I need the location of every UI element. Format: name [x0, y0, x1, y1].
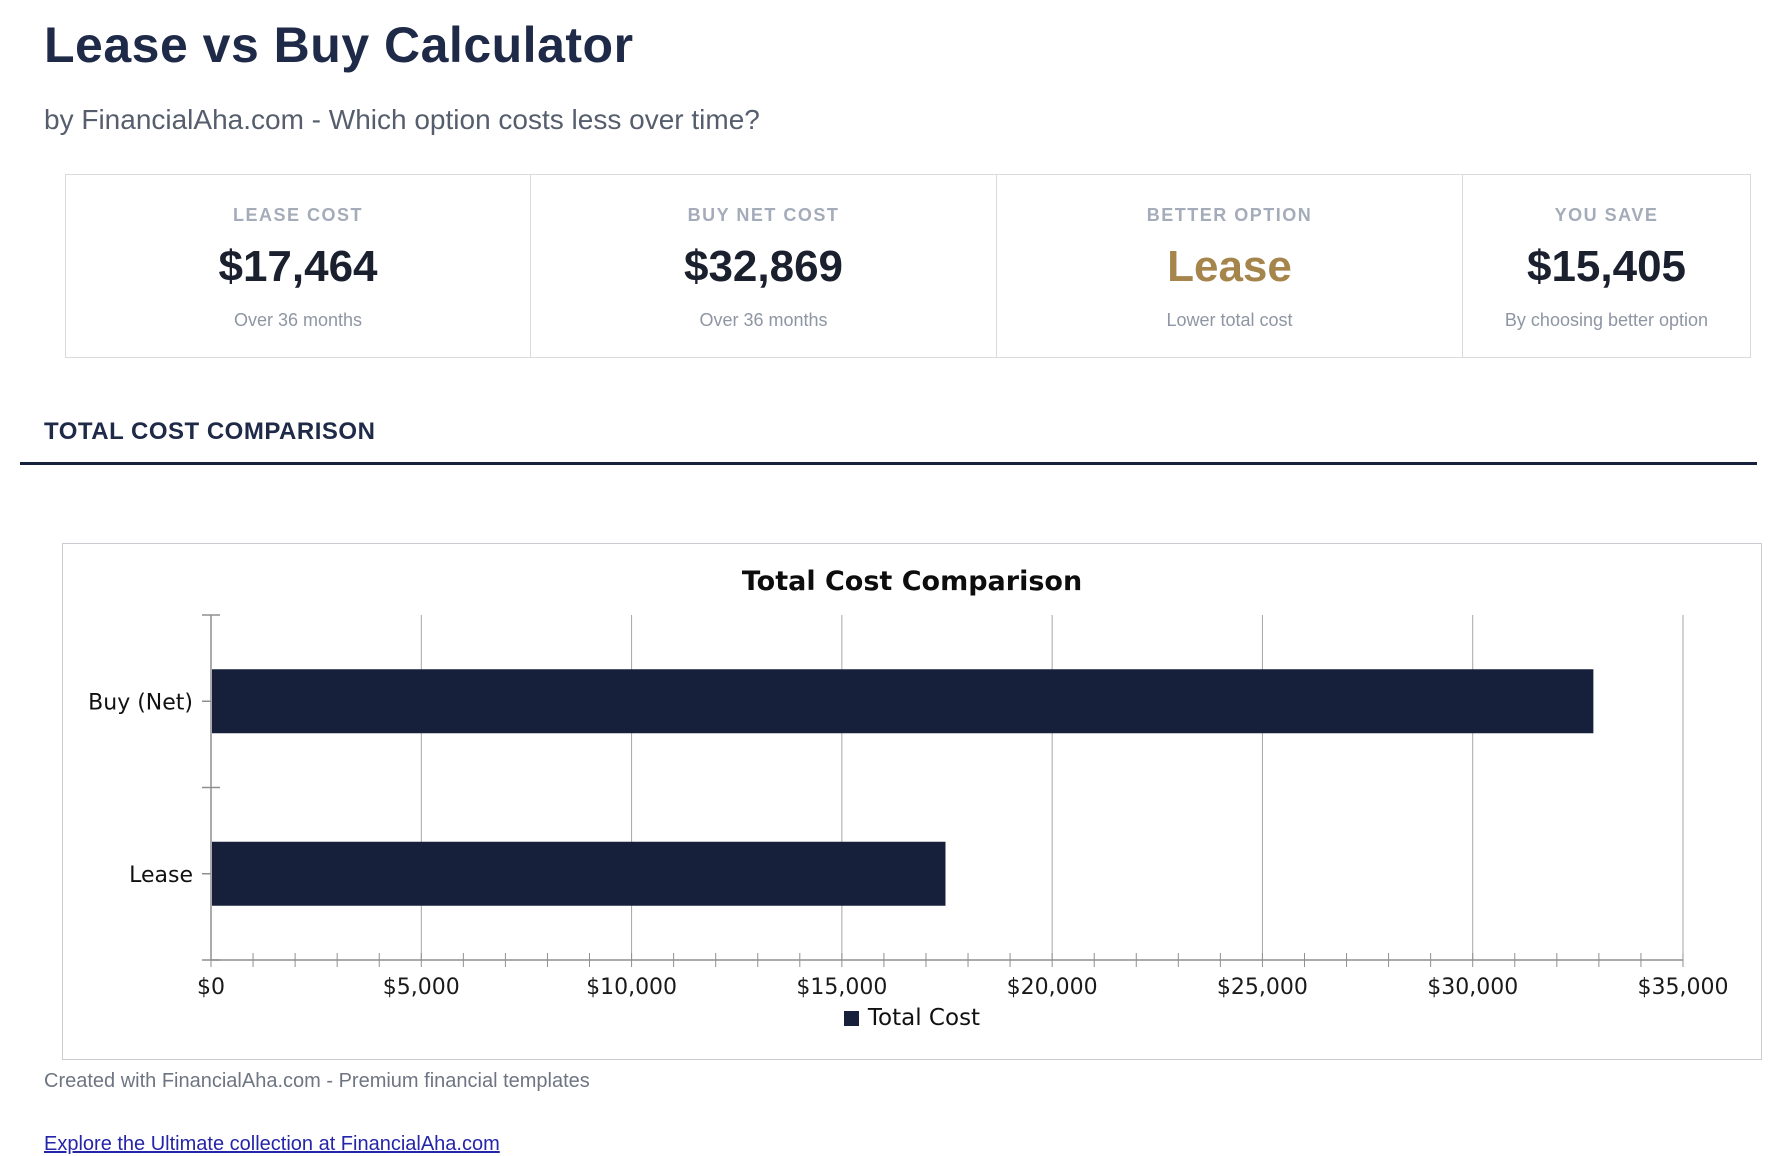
x-tick-label: $30,000	[1427, 975, 1518, 1000]
x-tick-label: $5,000	[383, 975, 460, 1000]
summary-stats-row: LEASE COST $17,464 Over 36 months BUY NE…	[65, 174, 1763, 358]
stat-subtext: Over 36 months	[233, 310, 363, 330]
y-category-label: Lease	[129, 863, 193, 888]
stat-card-better-option: BETTER OPTION Lease Lower total cost	[997, 174, 1463, 358]
footer-credit: Created with FinancialAha.com - Premium …	[44, 1070, 590, 1092]
x-tick-label: $15,000	[796, 975, 887, 1000]
bar-buy-net	[212, 669, 1594, 734]
lease-vs-buy-page: Lease vs Buy Calculator by FinancialAha.…	[0, 16, 1777, 1155]
section-title: TOTAL COST COMPARISON	[44, 418, 376, 445]
chart-legend: Total Cost	[63, 1005, 1761, 1031]
stat-label: LEASE COST	[232, 205, 363, 225]
stat-label: YOU SAVE	[1554, 205, 1659, 225]
bar-chart-svg: Buy (Net) Lease $0 $5,000 $10,000 $15,000 $20,…	[88, 614, 1729, 1000]
stat-card-you-save: YOU SAVE $15,405 By choosing better opti…	[1463, 174, 1751, 358]
stat-card-buy-net-cost: BUY NET COST $32,869 Over 36 months	[531, 174, 997, 358]
chart-panel: Total Cost Comparison Buy (Net) Lease $0 $5…	[62, 543, 1762, 1060]
stat-value: $17,464	[218, 242, 378, 291]
y-category-label: Buy (Net)	[88, 690, 193, 715]
stat-subtext: By choosing better option	[1504, 310, 1709, 330]
section-underline	[20, 462, 1757, 465]
chart-title: Total Cost Comparison	[741, 566, 1083, 597]
x-tick-label: $25,000	[1217, 975, 1308, 1000]
stat-label: BUY NET COST	[687, 205, 840, 225]
legend-swatch-icon	[843, 1010, 859, 1026]
stat-value: Lease	[1167, 242, 1292, 291]
legend-label: Total Cost	[867, 1005, 981, 1031]
footer-link[interactable]: Explore the Ultimate collection at Finan…	[44, 1133, 500, 1155]
x-tick-label: $0	[197, 975, 225, 1000]
stat-value: $15,405	[1526, 242, 1687, 291]
x-tick-label: $20,000	[1007, 975, 1098, 1000]
stat-subtext: Lower total cost	[1166, 310, 1293, 330]
x-tick-label: $35,000	[1638, 975, 1729, 1000]
page-subtitle: by FinancialAha.com - Which option costs…	[44, 104, 760, 135]
x-tick-label: $10,000	[586, 975, 677, 1000]
stat-value: $32,869	[683, 242, 844, 291]
bar-lease	[212, 841, 946, 906]
stat-card-lease-cost: LEASE COST $17,464 Over 36 months	[65, 174, 531, 358]
stat-subtext: Over 36 months	[699, 310, 828, 330]
stat-label: BETTER OPTION	[1146, 205, 1313, 225]
page-title: Lease vs Buy Calculator	[44, 17, 634, 73]
